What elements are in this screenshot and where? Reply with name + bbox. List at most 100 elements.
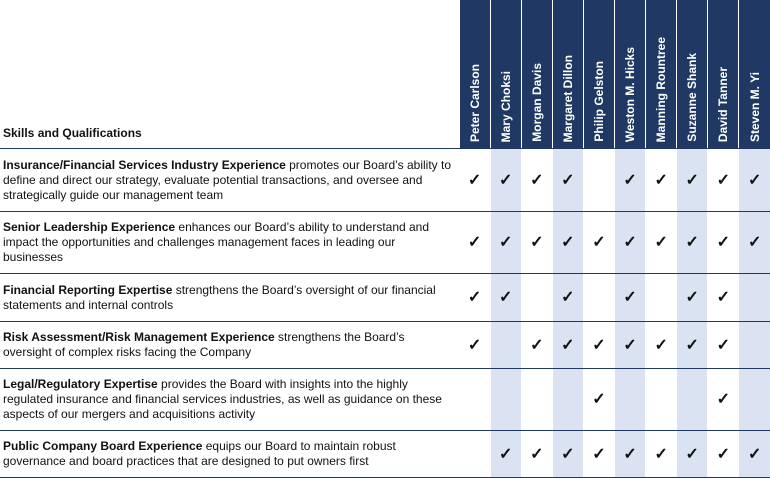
empty-cell xyxy=(551,368,584,431)
check-icon: ✓ xyxy=(582,321,615,369)
empty-cell xyxy=(458,368,491,431)
check-icon: ✓ xyxy=(520,148,553,212)
check-icon: ✓ xyxy=(707,368,739,431)
check-icon: ✓ xyxy=(676,148,708,212)
empty-cell xyxy=(645,368,677,431)
check-icon: ✓ xyxy=(738,430,770,478)
director-name: Morgan Davis xyxy=(529,63,544,142)
director-name: David Tanner xyxy=(716,66,731,142)
check-icon: ✓ xyxy=(707,148,739,212)
director-name: Weston M. Hicks xyxy=(623,46,638,142)
empty-cell xyxy=(613,368,646,431)
skill-row: Public Company Board Experience equips o… xyxy=(0,430,770,478)
check-icon: ✓ xyxy=(551,430,584,478)
director-name: Manning Rountree xyxy=(654,36,669,142)
skill-row: Risk Assessment/Risk Management Experien… xyxy=(0,321,770,369)
director-name: Steven M. Yi xyxy=(747,71,762,142)
check-icon: ✓ xyxy=(458,321,491,369)
director-header-peter-carlson: Peter Carlson xyxy=(458,0,491,149)
director-header-mary-choksi: Mary Choksi xyxy=(489,0,522,149)
empty-cell xyxy=(738,321,770,369)
check-icon: ✓ xyxy=(676,321,708,369)
director-name: Philip Gelston xyxy=(591,61,606,142)
director-header-weston-hicks: Weston M. Hicks xyxy=(613,0,646,149)
check-icon: ✓ xyxy=(489,211,522,274)
check-icon: ✓ xyxy=(613,148,646,212)
skill-row: Financial Reporting Expertise strengthen… xyxy=(0,273,770,322)
check-icon: ✓ xyxy=(458,211,491,274)
check-icon: ✓ xyxy=(520,321,553,369)
skill-description: Financial Reporting Expertise strengthen… xyxy=(0,273,460,322)
check-icon: ✓ xyxy=(582,211,615,274)
skill-description: Risk Assessment/Risk Management Experien… xyxy=(0,321,460,369)
empty-cell xyxy=(520,368,553,431)
skill-title: Legal/Regulatory Expertise xyxy=(3,377,158,391)
check-icon: ✓ xyxy=(738,211,770,274)
skill-title: Financial Reporting Expertise xyxy=(3,282,173,297)
skill-title: Public Company Board Experience xyxy=(3,439,203,453)
check-icon: ✓ xyxy=(551,211,584,274)
check-icon: ✓ xyxy=(582,430,615,478)
skill-title: Insurance/Financial Services Industry Ex… xyxy=(3,157,286,172)
check-icon: ✓ xyxy=(645,430,677,478)
check-icon: ✓ xyxy=(738,148,770,212)
empty-cell xyxy=(520,273,553,322)
empty-cell xyxy=(489,368,522,431)
check-icon: ✓ xyxy=(458,148,491,212)
director-header-manning-rountree: Manning Rountree xyxy=(645,0,677,149)
check-icon: ✓ xyxy=(613,211,646,274)
director-header-steven-yi: Steven M. Yi xyxy=(738,0,770,149)
skill-row: Legal/Regulatory Expertise provides the … xyxy=(0,368,770,431)
check-icon: ✓ xyxy=(520,430,553,478)
check-icon: ✓ xyxy=(551,148,584,212)
skill-text: enhances our Board’s ability to understa… xyxy=(3,220,430,264)
skill-description: Public Company Board Experience equips o… xyxy=(0,430,460,478)
check-icon: ✓ xyxy=(613,273,646,322)
check-icon: ✓ xyxy=(676,273,708,322)
director-header-philip-gelston: Philip Gelston xyxy=(582,0,615,149)
empty-cell xyxy=(458,430,491,478)
check-icon: ✓ xyxy=(520,211,553,274)
skill-text: strengthens the Board’s oversight of com… xyxy=(3,330,405,359)
director-name: Peter Carlson xyxy=(467,63,482,142)
skill-text: strengthens the Board’s oversight of our… xyxy=(3,282,436,312)
skill-description: Legal/Regulatory Expertise provides the … xyxy=(0,368,460,431)
skill-description: Senior Leadership Experience enhances ou… xyxy=(0,211,460,274)
empty-cell xyxy=(582,273,615,322)
check-icon: ✓ xyxy=(707,430,739,478)
check-icon: ✓ xyxy=(489,430,522,478)
director-header-margaret-dillon: Margaret Dillon xyxy=(551,0,584,149)
check-icon: ✓ xyxy=(551,273,584,322)
check-icon: ✓ xyxy=(613,321,646,369)
skill-title: Risk Assessment/Risk Management Experien… xyxy=(3,330,275,344)
check-icon: ✓ xyxy=(676,211,708,274)
check-icon: ✓ xyxy=(551,321,584,369)
director-header-suzanne-shank: Suzanne Shank xyxy=(676,0,708,149)
check-icon: ✓ xyxy=(645,321,677,369)
check-icon: ✓ xyxy=(645,148,677,212)
check-icon: ✓ xyxy=(676,430,708,478)
skill-row: Senior Leadership Experience enhances ou… xyxy=(0,211,770,274)
skills-column-header: Skills and Qualifications xyxy=(0,0,460,149)
check-icon: ✓ xyxy=(613,430,646,478)
header-row: Skills and Qualifications Peter Carlson … xyxy=(0,0,770,149)
director-name: Suzanne Shank xyxy=(685,53,700,142)
matrix-body: Insurance/Financial Services Industry Ex… xyxy=(0,148,770,478)
skill-row: Insurance/Financial Services Industry Ex… xyxy=(0,148,770,212)
check-icon: ✓ xyxy=(707,211,739,274)
check-icon: ✓ xyxy=(489,148,522,212)
check-icon: ✓ xyxy=(707,321,739,369)
check-icon: ✓ xyxy=(458,273,491,322)
empty-cell xyxy=(676,368,708,431)
director-name: Margaret Dillon xyxy=(560,54,575,142)
empty-cell xyxy=(738,368,770,431)
director-header-david-tanner: David Tanner xyxy=(707,0,739,149)
empty-cell xyxy=(489,321,522,369)
check-icon: ✓ xyxy=(645,211,677,274)
skill-text: equips our Board to maintain robust gove… xyxy=(3,439,396,468)
skill-text: promotes our Board’s ability to define a… xyxy=(3,157,451,202)
empty-cell xyxy=(582,148,615,212)
director-name: Mary Choksi xyxy=(498,70,513,142)
skill-description: Insurance/Financial Services Industry Ex… xyxy=(0,148,460,212)
